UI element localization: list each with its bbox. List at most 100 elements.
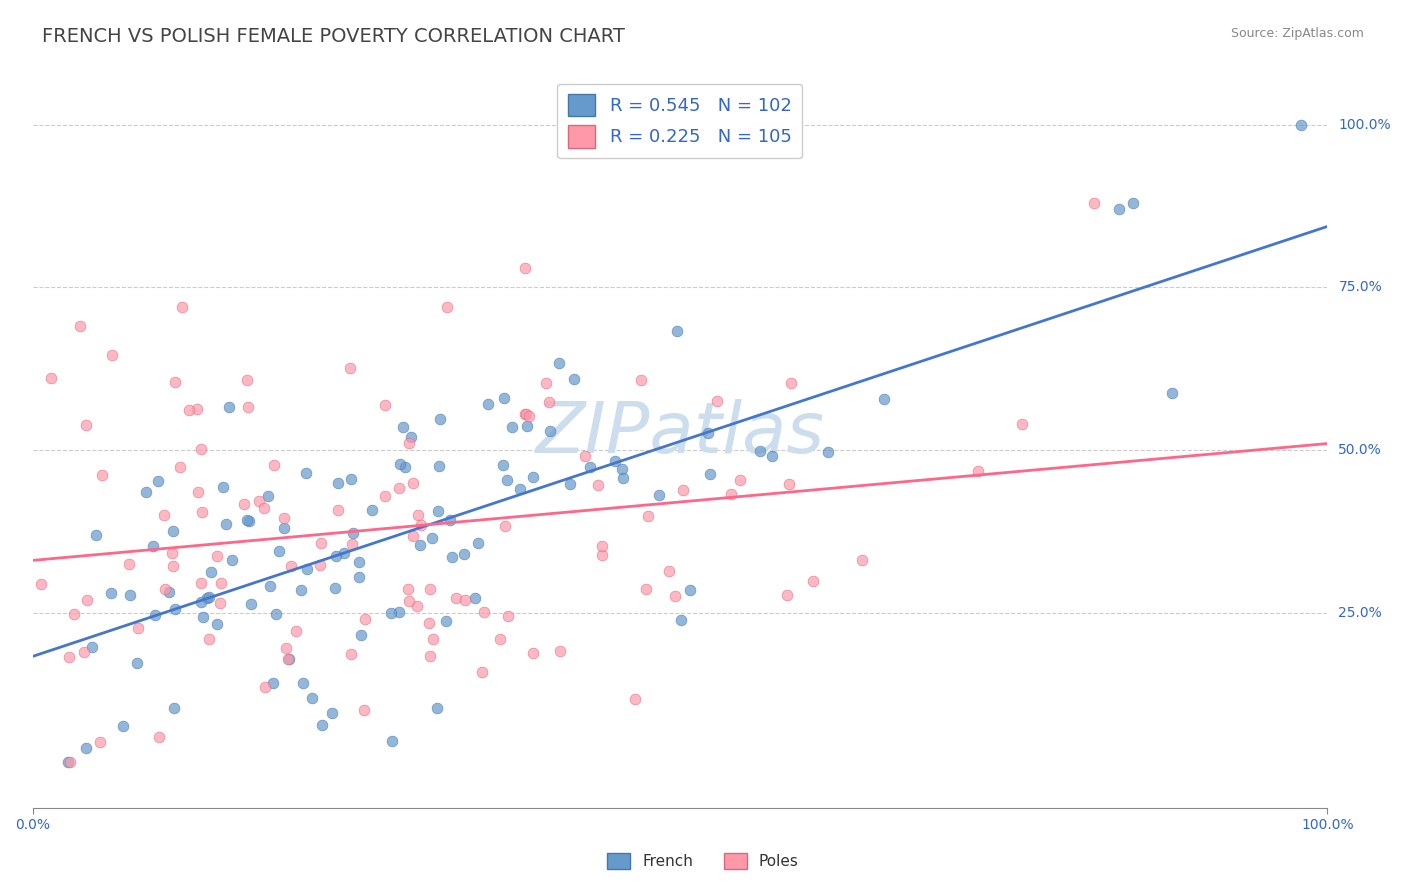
- Point: [591, 548, 613, 562]
- Point: [297, 562, 319, 576]
- Point: [492, 458, 515, 472]
- Point: [538, 424, 561, 438]
- Point: [340, 537, 363, 551]
- Point: [309, 536, 332, 550]
- Point: [169, 460, 191, 475]
- Point: [353, 703, 375, 717]
- Point: [612, 462, 634, 476]
- Point: [292, 676, 315, 690]
- Point: [267, 543, 290, 558]
- Point: [406, 508, 429, 522]
- Point: [101, 348, 124, 362]
- Point: [253, 500, 276, 515]
- Point: [494, 519, 516, 533]
- Point: [612, 471, 634, 485]
- Point: [419, 582, 441, 596]
- Point: [321, 706, 343, 720]
- Point: [624, 691, 647, 706]
- Point: [238, 400, 260, 414]
- Text: FRENCH VS POLISH FEMALE POVERTY CORRELATION CHART: FRENCH VS POLISH FEMALE POVERTY CORRELAT…: [42, 27, 626, 45]
- Point: [658, 564, 681, 578]
- Point: [444, 591, 467, 606]
- Point: [515, 407, 537, 421]
- Point: [648, 488, 671, 502]
- Point: [392, 419, 415, 434]
- Point: [247, 494, 270, 508]
- Point: [350, 628, 373, 642]
- Point: [380, 606, 402, 620]
- Point: [1291, 118, 1313, 132]
- Point: [262, 676, 284, 690]
- Point: [664, 589, 686, 603]
- Point: [396, 582, 419, 596]
- Point: [190, 442, 212, 457]
- Point: [75, 740, 97, 755]
- Point: [492, 391, 515, 405]
- Point: [190, 576, 212, 591]
- Point: [212, 481, 235, 495]
- Point: [59, 756, 82, 770]
- Point: [671, 613, 693, 627]
- Point: [427, 504, 450, 518]
- Point: [209, 576, 232, 591]
- Point: [574, 449, 596, 463]
- Point: [153, 508, 176, 522]
- Text: 75.0%: 75.0%: [1339, 280, 1382, 294]
- Point: [153, 582, 176, 597]
- Text: 100.0%: 100.0%: [1339, 118, 1391, 132]
- Point: [347, 570, 370, 584]
- Point: [398, 594, 420, 608]
- Point: [749, 444, 772, 458]
- Point: [534, 376, 557, 390]
- Point: [429, 411, 451, 425]
- Point: [418, 615, 440, 630]
- Point: [311, 718, 333, 732]
- Point: [198, 591, 221, 605]
- Point: [496, 609, 519, 624]
- Point: [172, 300, 194, 314]
- Point: [323, 581, 346, 595]
- Point: [1122, 195, 1144, 210]
- Point: [273, 511, 295, 525]
- Point: [562, 372, 585, 386]
- Point: [339, 360, 361, 375]
- Point: [165, 375, 187, 389]
- Point: [91, 468, 114, 483]
- Point: [326, 476, 349, 491]
- Point: [254, 680, 277, 694]
- Point: [143, 608, 166, 623]
- Point: [190, 505, 212, 519]
- Point: [162, 524, 184, 538]
- Point: [218, 400, 240, 414]
- Point: [118, 588, 141, 602]
- Point: [380, 734, 402, 748]
- Point: [548, 643, 571, 657]
- Point: [238, 514, 260, 528]
- Point: [214, 517, 236, 532]
- Point: [389, 457, 412, 471]
- Point: [402, 475, 425, 490]
- Point: [308, 558, 330, 572]
- Point: [761, 449, 783, 463]
- Point: [56, 756, 79, 770]
- Point: [127, 656, 149, 670]
- Point: [426, 701, 449, 715]
- Point: [160, 546, 183, 560]
- Point: [548, 356, 571, 370]
- Point: [294, 466, 316, 480]
- Point: [779, 376, 801, 391]
- Point: [148, 474, 170, 488]
- Point: [420, 531, 443, 545]
- Point: [472, 605, 495, 619]
- Point: [696, 426, 718, 441]
- Point: [851, 552, 873, 566]
- Point: [84, 528, 107, 542]
- Point: [256, 489, 278, 503]
- Point: [439, 513, 461, 527]
- Point: [157, 585, 180, 599]
- Point: [374, 398, 396, 412]
- Point: [522, 646, 544, 660]
- Point: [339, 472, 361, 486]
- Point: [441, 550, 464, 565]
- Point: [100, 586, 122, 600]
